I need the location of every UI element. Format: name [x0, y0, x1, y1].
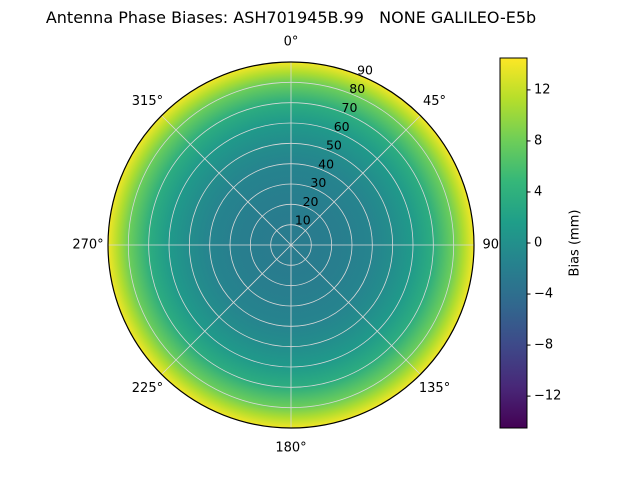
- colorbar: [499, 57, 528, 429]
- colorbar-tick-label: 0: [534, 236, 542, 251]
- colorbar-tick-label: 4: [534, 184, 542, 199]
- radial-tick-label: 20: [303, 194, 319, 209]
- chart-title: Antenna Phase Biases: ASH701945B.99 NONE…: [45, 8, 537, 27]
- radial-tick-label: 70: [342, 100, 358, 115]
- grid-spoke: [161, 244, 292, 375]
- grid-spoke: [290, 115, 421, 246]
- radial-tick-label: 10: [295, 213, 311, 228]
- radial-tick-label: 40: [318, 156, 334, 171]
- grid-spoke: [161, 115, 292, 246]
- grid-spoke: [290, 244, 421, 375]
- radial-tick-label: 80: [349, 81, 365, 96]
- polar-outline: [107, 61, 475, 429]
- radial-tick-label: 60: [334, 119, 350, 134]
- theta-tick-label: 135°: [419, 381, 450, 396]
- colorbar-tick-label: 12: [534, 82, 551, 97]
- colorbar-tick-label: −4: [534, 287, 553, 302]
- theta-tick-label: 0°: [284, 35, 299, 50]
- theta-tick-label: 45°: [423, 94, 446, 109]
- radial-tick-label: 90: [357, 62, 373, 77]
- radial-tick-label: 50: [326, 138, 342, 153]
- theta-tick-label: 180°: [275, 441, 306, 456]
- theta-tick-label: 270°: [72, 238, 103, 253]
- theta-tick-label: 225°: [132, 381, 163, 396]
- colorbar-tick-label: 8: [534, 133, 542, 148]
- colorbar-tick-label: −8: [534, 338, 553, 353]
- colorbar-tick-label: −12: [534, 389, 561, 404]
- theta-tick-label: 315°: [132, 94, 163, 109]
- radial-tick-label: 30: [310, 175, 326, 190]
- colorbar-label: Bias (mm): [568, 210, 583, 277]
